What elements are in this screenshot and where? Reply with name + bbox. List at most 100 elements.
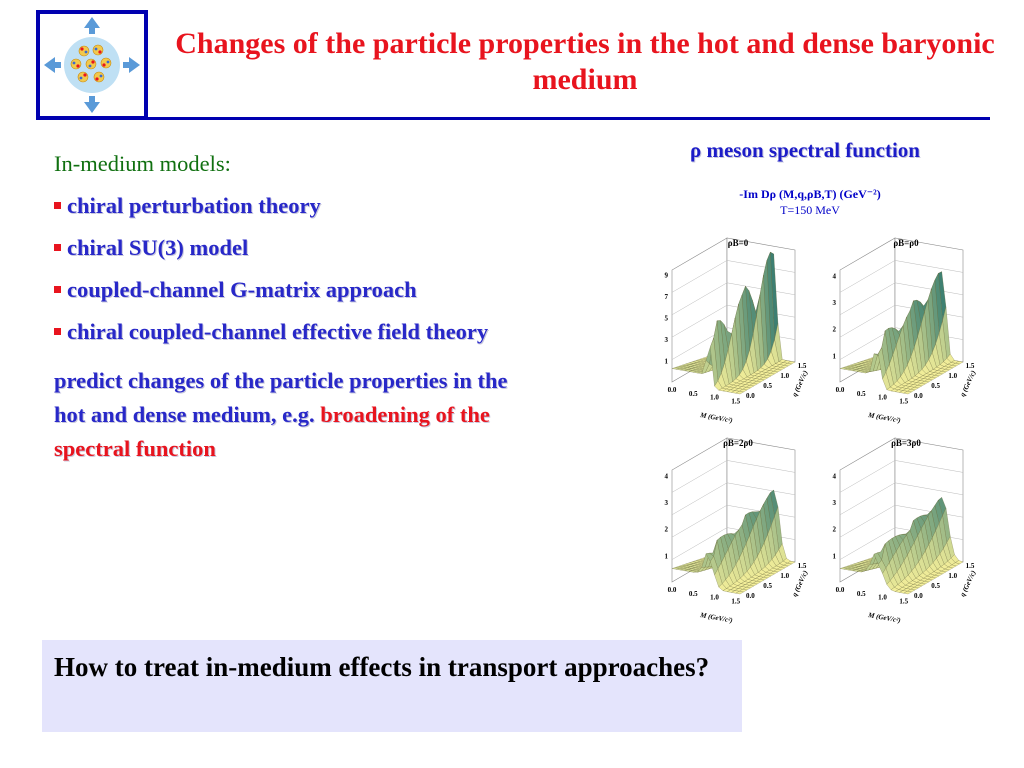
spectral-plot-panel: ρB=2ρ0 1 2 3 4 0.0 0.5 1.0 1.5 0.0 0.5 1.0 1.5 M (GeV… <box>640 432 820 632</box>
q-tick-label: 0.5 <box>931 382 940 390</box>
q-tick-label: 1.5 <box>798 562 807 570</box>
q-axis-label: q (GeV/c) <box>959 569 978 598</box>
z-tick-label: 3 <box>833 499 837 507</box>
prediction-text: predict changes of the particle properti… <box>54 364 544 466</box>
q-tick-label: 1.5 <box>966 362 975 370</box>
m-axis-label: M (GeV/c²) <box>867 411 902 425</box>
q-tick-label: 1.0 <box>780 572 789 580</box>
models-text-block: In-medium models: chiral perturbation th… <box>54 150 564 466</box>
bullet-item: coupled-channel G-matrix approach <box>54 276 564 304</box>
models-heading: In-medium models: <box>54 151 231 176</box>
bullet-label: chiral perturbation theory <box>67 193 321 218</box>
q-axis-label: q (GeV/c) <box>791 369 810 398</box>
q-tick-label: 0.0 <box>914 392 923 400</box>
m-tick-label: 1.5 <box>899 397 908 405</box>
surface-plot: ρB=0 1 3 5 7 9 0.0 0.5 1.0 1.5 0.0 0.5 1.0 1.5 M (GeV/… <box>665 237 810 425</box>
m-axis-label: M (GeV/c²) <box>699 411 734 425</box>
q-tick-label: 0.5 <box>931 582 940 590</box>
surface-plot: ρB=3ρ0 1 2 3 4 0.0 0.5 1.0 1.5 0.0 0.5 1.0 1.5 M (GeV… <box>833 437 978 625</box>
question-text: How to treat in-medium effects in transp… <box>54 652 710 682</box>
z-tick-label: 1 <box>665 357 669 365</box>
q-tick-label: 1.0 <box>780 372 789 380</box>
z-tick-label: 4 <box>833 272 837 280</box>
bullet-square-icon <box>54 286 61 293</box>
bullet-item: chiral SU(3) model <box>54 234 564 262</box>
surface-mesh <box>671 489 796 595</box>
surface-plot: ρB=2ρ0 1 2 3 4 0.0 0.5 1.0 1.5 0.0 0.5 1.0 1.5 M (GeV… <box>665 437 810 625</box>
q-tick-label: 1.5 <box>966 562 975 570</box>
q-tick-label: 0.5 <box>763 582 772 590</box>
q-axis-label: q (GeV/c) <box>959 369 978 398</box>
q-tick-label: 0.0 <box>914 592 923 600</box>
m-tick-label: 1.5 <box>731 597 740 605</box>
bullet-item: chiral coupled-channel effective field t… <box>54 318 524 346</box>
spectral-plot-panel: ρB=3ρ0 1 2 3 4 0.0 0.5 1.0 1.5 0.0 0.5 1.0 1.5 M (GeV… <box>808 432 988 632</box>
z-tick-label: 3 <box>833 299 837 307</box>
z-tick-label: 9 <box>665 271 669 279</box>
z-tick-label: 2 <box>833 326 837 334</box>
figure-caption: -Im Dρ (M,q,ρB,T) (GeV⁻²) T=150 MeV <box>700 186 920 218</box>
surface-mesh <box>671 251 796 395</box>
z-tick-label: 7 <box>665 293 669 301</box>
bullet-square-icon <box>54 328 61 335</box>
q-tick-label: 1.0 <box>948 572 957 580</box>
logo <box>36 10 148 120</box>
spectral-plot-panel: ρB=ρ0 1 2 3 4 0.0 0.5 1.0 1.5 0.0 0.5 1.0 1.5 M (GeV/… <box>808 232 988 432</box>
q-tick-label: 1.0 <box>948 372 957 380</box>
prediction-main: predict changes of the particle properti… <box>54 368 508 427</box>
bullet-item: chiral perturbation theory <box>54 192 564 220</box>
z-tick-label: 3 <box>665 336 669 344</box>
prediction-highlight: broadening of the spectral function <box>54 402 490 461</box>
m-tick-label: 0.0 <box>836 386 845 394</box>
question-box: How to treat in-medium effects in transp… <box>42 640 742 732</box>
panel-density-label: ρB=ρ0 <box>893 238 919 248</box>
m-axis-label: M (GeV/c²) <box>867 611 902 625</box>
m-axis-label: M (GeV/c²) <box>699 611 734 625</box>
z-tick-label: 4 <box>665 472 669 480</box>
z-tick-label: 4 <box>833 472 837 480</box>
m-tick-label: 1.0 <box>878 594 887 602</box>
surface-mesh <box>839 271 964 395</box>
q-tick-label: 0.5 <box>763 382 772 390</box>
panel-density-label: ρB=0 <box>728 238 749 248</box>
m-tick-label: 1.0 <box>710 594 719 602</box>
z-tick-label: 2 <box>665 526 669 534</box>
bullet-square-icon <box>54 202 61 209</box>
caption-temperature: T=150 MeV <box>780 203 840 217</box>
surface-mesh <box>839 497 964 595</box>
m-tick-label: 0.0 <box>668 586 677 594</box>
m-tick-label: 0.0 <box>668 386 677 394</box>
m-tick-label: 0.5 <box>857 390 866 398</box>
q-tick-label: 0.0 <box>746 592 755 600</box>
z-tick-label: 1 <box>833 552 837 560</box>
q-tick-label: 0.0 <box>746 392 755 400</box>
bullet-label: coupled-channel G-matrix approach <box>67 277 417 302</box>
bullet-square-icon <box>54 244 61 251</box>
z-tick-label: 5 <box>665 314 669 322</box>
q-tick-label: 1.5 <box>798 362 807 370</box>
q-axis-label: q (GeV/c) <box>791 569 810 598</box>
m-tick-label: 0.5 <box>689 590 698 598</box>
m-tick-label: 1.0 <box>878 394 887 402</box>
nucleus-logo-icon <box>44 17 140 113</box>
m-tick-label: 0.5 <box>857 590 866 598</box>
m-tick-label: 1.0 <box>710 394 719 402</box>
surface-plot: ρB=ρ0 1 2 3 4 0.0 0.5 1.0 1.5 0.0 0.5 1.0 1.5 M (GeV/… <box>833 237 978 425</box>
spectral-plot-panel: ρB=0 1 3 5 7 9 0.0 0.5 1.0 1.5 0.0 0.5 1.0 1.5 M (GeV/… <box>640 232 820 432</box>
m-tick-label: 0.5 <box>689 390 698 398</box>
z-tick-label: 3 <box>665 499 669 507</box>
panel-density-label: ρB=3ρ0 <box>891 438 921 448</box>
z-tick-label: 2 <box>833 526 837 534</box>
m-tick-label: 1.5 <box>731 397 740 405</box>
caption-formula: -Im Dρ (M,q,ρB,T) (GeV⁻²) <box>739 187 881 201</box>
figure-title: ρ meson spectral function <box>690 138 920 162</box>
bullet-label: chiral coupled-channel effective field t… <box>67 319 489 344</box>
title-underline <box>148 117 990 120</box>
slide-title: Changes of the particle properties in th… <box>175 27 995 96</box>
panel-density-label: ρB=2ρ0 <box>723 438 753 448</box>
m-tick-label: 0.0 <box>836 586 845 594</box>
bullet-label: chiral SU(3) model <box>67 235 249 260</box>
z-tick-label: 1 <box>833 352 837 360</box>
m-tick-label: 1.5 <box>899 597 908 605</box>
z-tick-label: 1 <box>665 552 669 560</box>
